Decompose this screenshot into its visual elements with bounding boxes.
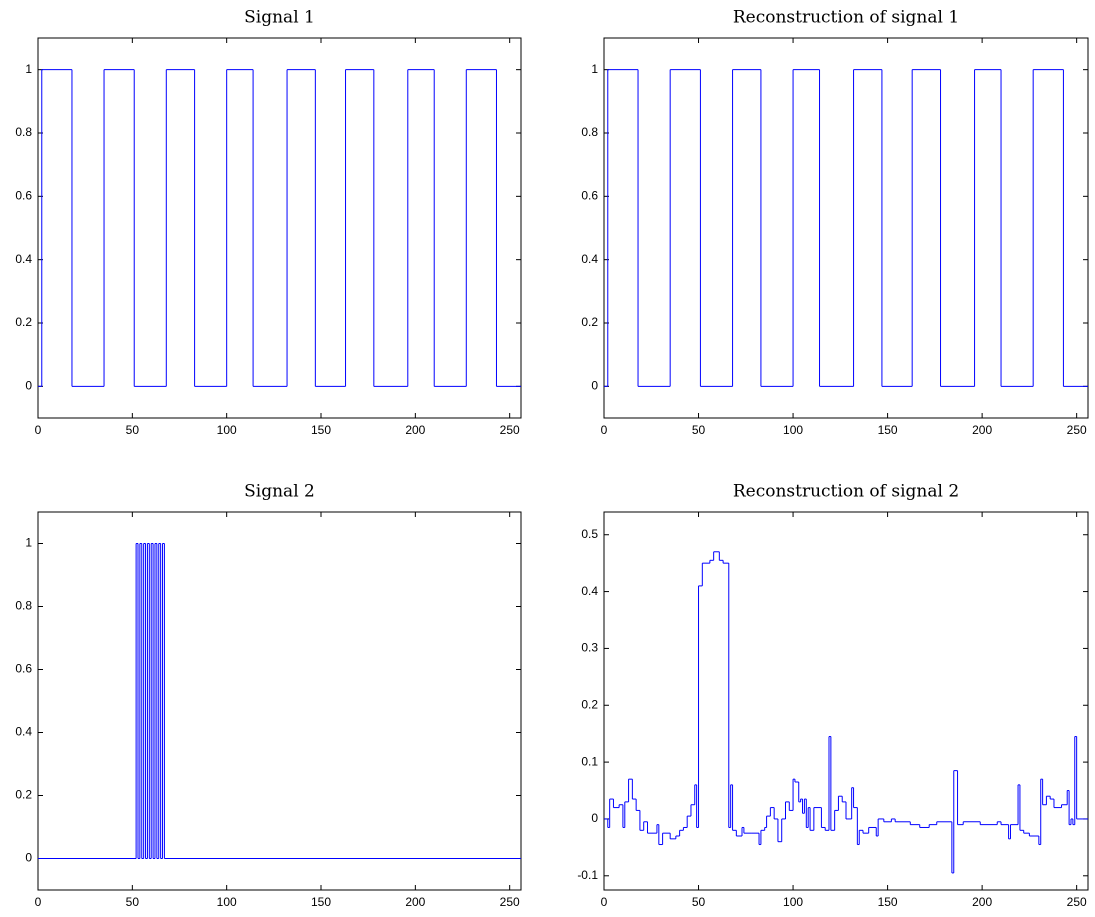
axes-box — [603, 511, 1089, 891]
y-tick-label: 0.8 — [581, 125, 598, 139]
y-tick-label: -0.1 — [577, 868, 598, 882]
x-tick-label: 200 — [405, 423, 425, 437]
x-tick-label: 50 — [126, 423, 140, 437]
axes-box — [37, 511, 522, 891]
y-tick-label: 0.2 — [15, 788, 32, 802]
x-tick-label: 200 — [972, 423, 992, 437]
x-tick-label: 0 — [601, 423, 608, 437]
x-tick-label: 100 — [217, 895, 237, 909]
x-tick-label: 50 — [692, 895, 706, 909]
x-tick-label: 50 — [692, 423, 706, 437]
y-tick-label: 0.4 — [15, 252, 32, 266]
y-tick-label: 0.4 — [581, 252, 598, 266]
x-tick-label: 200 — [405, 895, 425, 909]
chart-title: Reconstruction of signal 2 — [733, 482, 959, 502]
x-tick-label: 250 — [500, 423, 520, 437]
x-tick-label: 100 — [783, 423, 803, 437]
x-tick-label: 150 — [311, 895, 331, 909]
chart-title: Signal 1 — [244, 8, 315, 28]
x-tick-label: 100 — [217, 423, 237, 437]
axes-box — [603, 37, 1089, 419]
y-tick-label: 0.2 — [581, 315, 598, 329]
x-tick-label: 0 — [35, 895, 42, 909]
y-tick-label: 0.5 — [581, 527, 598, 541]
y-tick-label: 0.8 — [15, 599, 32, 613]
chart-title: Signal 2 — [244, 482, 315, 502]
x-tick-label: 150 — [878, 895, 898, 909]
y-tick-label: 0 — [591, 811, 598, 825]
y-tick-label: 0.6 — [15, 189, 32, 203]
y-tick-label: 0.8 — [15, 125, 32, 139]
y-tick-label: 0.1 — [581, 754, 598, 768]
y-tick-label: 0.6 — [15, 662, 32, 676]
x-tick-label: 150 — [311, 423, 331, 437]
y-tick-label: 0.3 — [581, 641, 598, 655]
x-tick-label: 250 — [1067, 895, 1087, 909]
x-tick-label: 250 — [500, 895, 520, 909]
x-tick-label: 200 — [972, 895, 992, 909]
x-tick-label: 0 — [35, 423, 42, 437]
y-tick-label: 0.4 — [581, 584, 598, 598]
y-tick-label: 1 — [25, 62, 32, 76]
x-tick-label: 250 — [1067, 423, 1087, 437]
chart-title: Reconstruction of signal 1 — [733, 8, 959, 28]
y-tick-label: 0 — [25, 851, 32, 865]
y-tick-label: 0 — [25, 379, 32, 393]
y-tick-label: 1 — [591, 62, 598, 76]
y-tick-label: 0.2 — [15, 315, 32, 329]
axes-box — [37, 37, 522, 419]
y-tick-label: 1 — [25, 536, 32, 550]
y-tick-label: 0 — [591, 379, 598, 393]
x-tick-label: 100 — [783, 895, 803, 909]
x-tick-label: 50 — [126, 895, 140, 909]
y-tick-label: 0.4 — [15, 725, 32, 739]
y-tick-label: 0.2 — [581, 697, 598, 711]
x-tick-label: 0 — [601, 895, 608, 909]
x-tick-label: 150 — [878, 423, 898, 437]
y-tick-label: 0.6 — [581, 189, 598, 203]
